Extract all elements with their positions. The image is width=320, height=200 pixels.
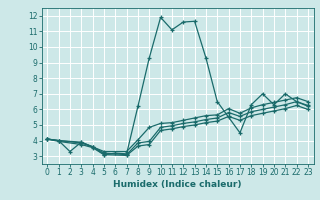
X-axis label: Humidex (Indice chaleur): Humidex (Indice chaleur) <box>113 180 242 189</box>
